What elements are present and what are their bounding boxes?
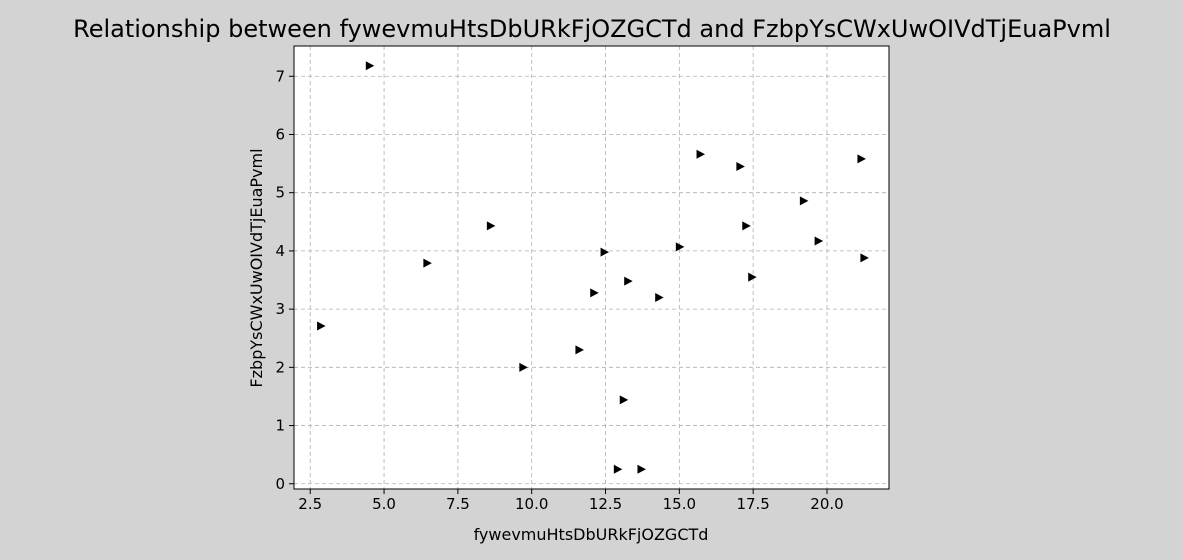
scatter-point (814, 236, 824, 246)
x-tick-label: 7.5 (446, 495, 470, 513)
scatter-point (619, 395, 629, 405)
scatter-point (857, 154, 866, 164)
scatter-point (423, 258, 432, 268)
scatter-point (675, 242, 685, 252)
scatter-point (736, 162, 745, 172)
scatter-point (613, 464, 623, 474)
x-tick-label: 2.5 (298, 495, 322, 513)
x-tick-label: 12.5 (589, 495, 622, 513)
y-tick-label: 3 (275, 300, 285, 318)
x-tick-label: 17.5 (736, 495, 769, 513)
scatter-point (748, 272, 757, 282)
y-tick-label: 4 (275, 242, 285, 260)
scatter-point (624, 276, 633, 286)
scatter-point (742, 221, 751, 231)
plot-frame (293, 45, 890, 490)
scatter-point (590, 288, 599, 298)
scatter-point (637, 464, 646, 474)
scatter-point (317, 321, 326, 331)
x-tick-label: 15.0 (663, 495, 696, 513)
y-tick-label: 0 (275, 475, 285, 493)
x-tick-label: 5.0 (372, 495, 396, 513)
y-tick-label: 5 (275, 184, 285, 202)
y-tick-label: 7 (275, 67, 285, 85)
scatter-point (486, 221, 496, 231)
y-tick-label: 1 (275, 417, 285, 435)
scatter-point (365, 61, 375, 71)
x-tick-label: 10.0 (515, 495, 548, 513)
chart-title: Relationship between fywevmuHtsDbURkFjOZ… (73, 15, 1111, 43)
scatter-point (799, 196, 809, 206)
x-tick-label: 20.0 (810, 495, 843, 513)
scatter-point (575, 345, 584, 355)
y-axis-label: FzbpYsCWxUwOIVdTjEuaPvml (247, 148, 266, 387)
scatter-point (600, 247, 610, 257)
y-tick-label: 6 (275, 125, 285, 143)
y-axis-ticks: 0 1 2 3 4 5 6 7 (275, 67, 294, 493)
x-axis-ticks: 2.5 5.0 7.5 10.0 12.5 15.0 17.5 20.0 (298, 489, 844, 513)
scatter-point (655, 292, 664, 302)
grid (294, 46, 889, 489)
scatter-point (519, 362, 528, 372)
x-axis-label: fywevmuHtsDbURkFjOZGCTd (474, 525, 709, 544)
scatter-point (696, 149, 706, 159)
plot-area (294, 46, 889, 489)
scatter-point (860, 253, 869, 263)
data-points (317, 61, 869, 474)
y-tick-label: 2 (275, 358, 285, 376)
